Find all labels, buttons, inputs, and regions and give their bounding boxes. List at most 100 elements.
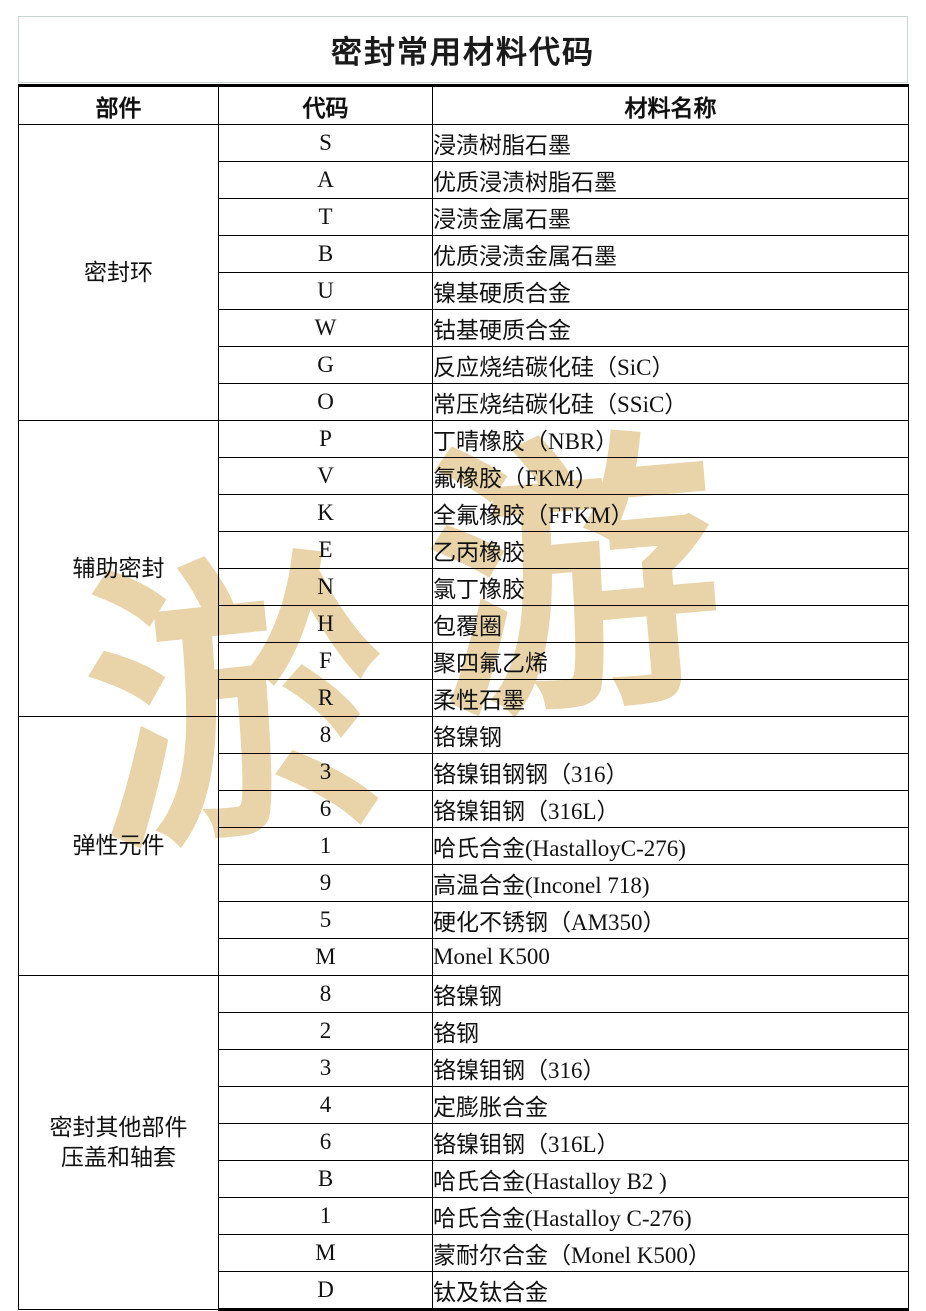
material-name-cell: 反应烧结碳化硅（SiC） xyxy=(432,346,909,384)
table-body: 密封环 S 浸渍树脂石墨 A 优质浸渍树脂石墨 T 浸渍金属石墨 B 优质浸渍金属石墨 U 镍基硬质… xyxy=(18,124,909,1311)
code-cell: W xyxy=(218,309,433,347)
part-label-line: 密封其他部件 xyxy=(49,1114,188,1140)
code-cell: 5 xyxy=(218,901,433,939)
table-row: F 聚四氟乙烯 xyxy=(19,642,909,680)
material-name-cell: 聚四氟乙烯 xyxy=(432,642,909,680)
table-header: 部件 代码 材料名称 xyxy=(18,84,909,125)
table-row: 5 硬化不锈钢（AM350） xyxy=(19,901,909,939)
table-row: 辅助密封 P 丁晴橡胶（NBR） xyxy=(18,420,909,717)
title-box: 密封常用材料代码 xyxy=(18,16,908,83)
material-name-cell: 硬化不锈钢（AM350） xyxy=(432,901,909,939)
material-name-cell: 浸渍金属石墨 xyxy=(432,198,909,236)
material-code-table-wrap: 部件 代码 材料名称 密封环 S 浸渍树脂石墨 A 优质浸渍树脂石墨 T 浸渍金属石墨 B 优质… xyxy=(18,84,909,1311)
table-row: B 优质浸渍金属石墨 xyxy=(19,235,909,273)
column-header-code: 代码 xyxy=(218,84,433,125)
code-cell: 1 xyxy=(218,1197,433,1235)
material-name-cell: 包覆圈 xyxy=(432,605,909,643)
code-cell: 8 xyxy=(218,716,433,754)
material-name-cell: 铬镍钢 xyxy=(432,975,909,1013)
table-row: R 柔性石墨 xyxy=(19,679,909,717)
code-cell: B xyxy=(218,235,433,273)
column-header-name: 材料名称 xyxy=(432,84,909,125)
material-name-cell: 铬镍钼钢（316L） xyxy=(432,790,909,828)
code-cell: 8 xyxy=(218,975,433,1013)
table-row: B 哈氏合金(Hastalloy B2 ) xyxy=(19,1160,909,1198)
part-cell: 辅助密封 xyxy=(18,420,219,717)
material-name-cell: 哈氏合金(Hastalloy C-276) xyxy=(432,1197,909,1235)
material-name-cell: 全氟橡胶（FFKM） xyxy=(432,494,909,532)
code-cell: O xyxy=(218,383,433,421)
material-name-cell: 乙丙橡胶 xyxy=(432,531,909,569)
table-row: K 全氟橡胶（FFKM） xyxy=(19,494,909,532)
table-row: A 优质浸渍树脂石墨 xyxy=(19,161,909,199)
material-name-cell: 铬镍钢 xyxy=(432,716,909,754)
part-cell: 密封环 xyxy=(18,124,219,421)
table-row: V 氟橡胶（FKM） xyxy=(19,457,909,495)
table-row: 6 铬镍钼钢（316L） xyxy=(19,790,909,828)
table-row: H 包覆圈 xyxy=(19,605,909,643)
table-row: 密封其他部件 压盖和轴套 8 铬镍钢 xyxy=(18,975,909,1310)
code-cell: 6 xyxy=(218,1123,433,1161)
part-label-line: 压盖和轴套 xyxy=(61,1144,176,1170)
material-name-cell: 优质浸渍树脂石墨 xyxy=(432,161,909,199)
code-cell: F xyxy=(218,642,433,680)
code-cell: G xyxy=(218,346,433,384)
code-cell: H xyxy=(218,605,433,643)
material-name-cell: 氟橡胶（FKM） xyxy=(432,457,909,495)
material-name-cell: 优质浸渍金属石墨 xyxy=(432,235,909,273)
material-name-cell: 铬镍钼钢（316） xyxy=(432,1049,909,1087)
code-cell: 4 xyxy=(218,1086,433,1124)
code-cell: K xyxy=(218,494,433,532)
material-name-cell: 铬镍钼钢钢（316） xyxy=(432,753,909,791)
material-name-cell: 铬镍钼钢（316L） xyxy=(432,1123,909,1161)
part-label-line: 辅助密封 xyxy=(72,555,165,581)
code-cell: M xyxy=(218,1234,433,1272)
code-cell: D xyxy=(218,1271,433,1311)
code-cell: P xyxy=(218,420,433,458)
part-cell: 密封其他部件 压盖和轴套 xyxy=(18,975,219,1310)
material-name-cell: 柔性石墨 xyxy=(432,679,909,717)
part-label-line: 密封环 xyxy=(84,259,153,285)
code-cell: 2 xyxy=(218,1012,433,1050)
code-cell: E xyxy=(218,531,433,569)
code-cell: S xyxy=(218,124,433,162)
material-name-cell: 铬钢 xyxy=(432,1012,909,1050)
material-name-cell: 钴基硬质合金 xyxy=(432,309,909,347)
material-name-cell: 丁晴橡胶（NBR） xyxy=(432,420,909,458)
material-name-cell: 钛及钛合金 xyxy=(432,1271,909,1311)
code-cell: V xyxy=(218,457,433,495)
code-cell: M xyxy=(218,938,433,976)
table-row: 弹性元件 8 铬镍钢 xyxy=(18,716,909,976)
code-cell: 6 xyxy=(218,790,433,828)
material-name-cell: 高温合金(Inconel 718) xyxy=(432,864,909,902)
table-row: 1 哈氏合金(HastalloyC-276) xyxy=(19,827,909,865)
material-name-cell: 定膨胀合金 xyxy=(432,1086,909,1124)
code-cell: 3 xyxy=(218,1049,433,1087)
column-header-part: 部件 xyxy=(18,84,219,125)
table-row: E 乙丙橡胶 xyxy=(19,531,909,569)
material-code-table: 部件 代码 材料名称 密封环 S 浸渍树脂石墨 A 优质浸渍树脂石墨 T 浸渍金属石墨 B 优质… xyxy=(18,84,909,1311)
table-row: T 浸渍金属石墨 xyxy=(19,198,909,236)
table-row: G 反应烧结碳化硅（SiC） xyxy=(19,346,909,384)
code-cell: T xyxy=(218,198,433,236)
table-row: 4 定膨胀合金 xyxy=(19,1086,909,1124)
code-cell: B xyxy=(218,1160,433,1198)
table-row: M Monel K500 xyxy=(19,938,909,976)
code-cell: A xyxy=(218,161,433,199)
material-name-cell: 哈氏合金(Hastalloy B2 ) xyxy=(432,1160,909,1198)
code-cell: 1 xyxy=(218,827,433,865)
table-row: 密封环 S 浸渍树脂石墨 xyxy=(18,124,909,421)
material-name-cell: 氯丁橡胶 xyxy=(432,568,909,606)
material-name-cell: 浸渍树脂石墨 xyxy=(432,124,909,162)
page-title: 密封常用材料代码 xyxy=(331,35,595,70)
material-name-cell: 常压烧结碳化硅（SSiC） xyxy=(432,383,909,421)
code-cell: N xyxy=(218,568,433,606)
part-cell: 弹性元件 xyxy=(18,716,219,976)
material-name-cell: 哈氏合金(HastalloyC-276) xyxy=(432,827,909,865)
material-name-cell: 蒙耐尔合金（Monel K500） xyxy=(432,1234,909,1272)
code-cell: 3 xyxy=(218,753,433,791)
material-name-cell: Monel K500 xyxy=(432,938,909,976)
code-cell: U xyxy=(218,272,433,310)
table-row: M 蒙耐尔合金（Monel K500） xyxy=(19,1234,909,1272)
